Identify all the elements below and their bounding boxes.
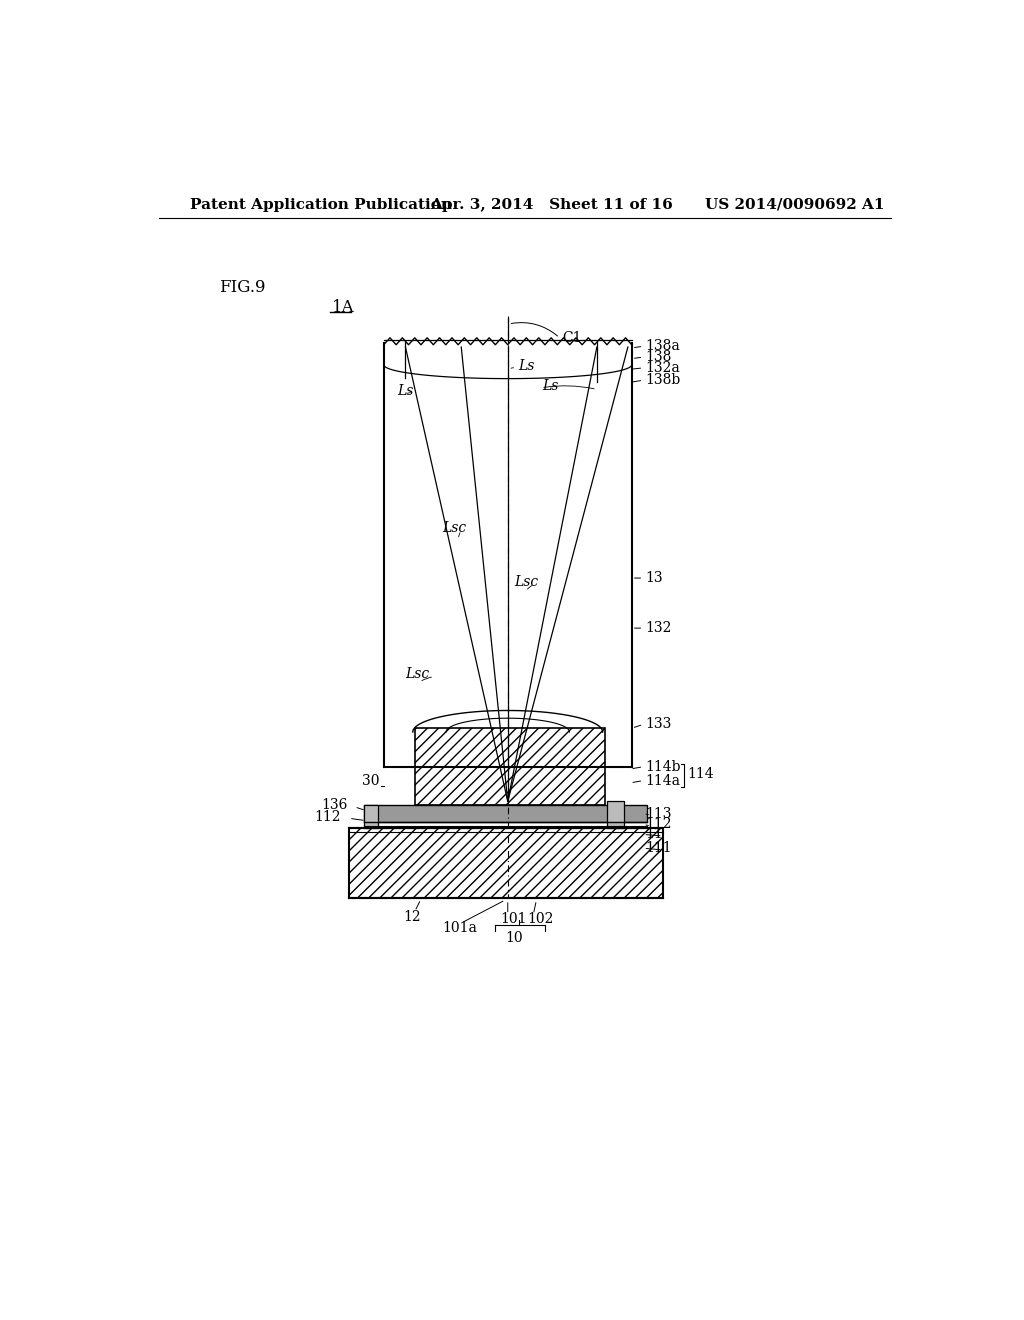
Text: 114b: 114b bbox=[646, 760, 681, 774]
Text: 10: 10 bbox=[505, 931, 523, 945]
Text: Lsc: Lsc bbox=[442, 521, 466, 535]
Text: 13: 13 bbox=[646, 572, 664, 585]
Text: 114a: 114a bbox=[646, 774, 681, 788]
Text: 114: 114 bbox=[687, 767, 714, 781]
Polygon shape bbox=[607, 801, 624, 829]
Text: 136: 136 bbox=[322, 799, 348, 812]
Text: Lsc: Lsc bbox=[514, 576, 538, 589]
Text: 111: 111 bbox=[646, 841, 673, 855]
Text: C1: C1 bbox=[562, 331, 582, 345]
Text: 30: 30 bbox=[362, 774, 380, 788]
Text: Ls: Ls bbox=[543, 379, 559, 393]
Text: 138b: 138b bbox=[646, 374, 681, 387]
Text: 132a: 132a bbox=[646, 360, 681, 375]
Text: 132: 132 bbox=[646, 622, 672, 635]
Text: 138: 138 bbox=[646, 350, 672, 364]
Text: 101: 101 bbox=[500, 912, 526, 927]
Polygon shape bbox=[365, 805, 647, 822]
Text: 12: 12 bbox=[403, 909, 421, 924]
Text: Ls: Ls bbox=[518, 359, 535, 374]
Text: Lsc: Lsc bbox=[406, 668, 430, 681]
Text: 112: 112 bbox=[646, 817, 672, 832]
Text: 102: 102 bbox=[527, 912, 554, 927]
Text: FIG.9: FIG.9 bbox=[219, 280, 266, 296]
Text: 133: 133 bbox=[646, 717, 672, 731]
Text: 112: 112 bbox=[314, 809, 341, 824]
Text: Patent Application Publication: Patent Application Publication bbox=[190, 198, 452, 211]
Text: 1A: 1A bbox=[332, 298, 354, 315]
Text: 113: 113 bbox=[646, 807, 672, 821]
Text: 138a: 138a bbox=[646, 339, 681, 354]
Text: US 2014/0090692 A1: US 2014/0090692 A1 bbox=[706, 198, 885, 211]
Text: 11: 11 bbox=[646, 828, 664, 841]
Polygon shape bbox=[365, 805, 378, 829]
Text: Apr. 3, 2014   Sheet 11 of 16: Apr. 3, 2014 Sheet 11 of 16 bbox=[430, 198, 673, 211]
Text: 101a: 101a bbox=[442, 921, 477, 936]
Text: Ls: Ls bbox=[397, 384, 414, 397]
